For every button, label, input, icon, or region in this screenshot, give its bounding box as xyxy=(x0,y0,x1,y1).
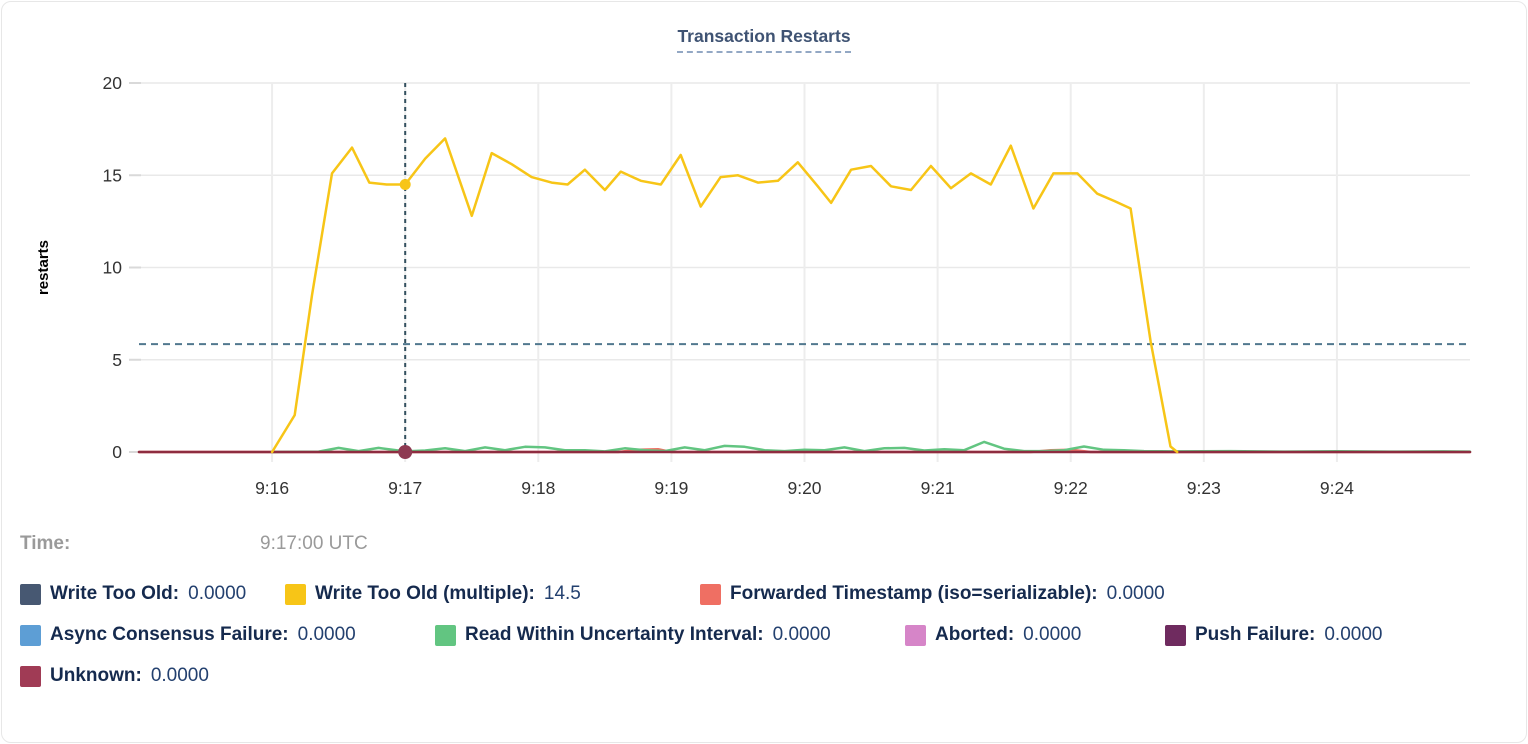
x-tick-label: 9:24 xyxy=(1320,478,1354,498)
y-axis-title: restarts xyxy=(35,240,52,295)
y-tick-label: 10 xyxy=(103,258,123,278)
legend-swatch-icon xyxy=(905,624,926,646)
y-tick-label: 20 xyxy=(103,73,123,93)
legend-value: 0.0000 xyxy=(150,665,209,686)
hover-point-marker xyxy=(399,178,411,190)
legend-label: Async Consensus Failure: xyxy=(50,624,289,645)
legend-value: 0.0000 xyxy=(772,624,831,645)
x-tick-label: 9:17 xyxy=(388,478,422,498)
legend-swatch-icon xyxy=(700,583,721,605)
legend-value: 0.0000 xyxy=(1023,624,1082,645)
chart-title-wrap: Transaction Restarts xyxy=(0,26,1528,53)
legend-item: Forwarded Timestamp (iso=serializable): 0… xyxy=(700,583,1165,605)
legend-value: 0.0000 xyxy=(188,583,247,604)
legend-label: Aborted: xyxy=(935,624,1015,645)
legend-row: Unknown: 0.0000 xyxy=(20,665,1514,687)
series-line xyxy=(270,137,1179,454)
x-tick-label: 9:20 xyxy=(787,478,821,498)
legend-item: Unknown: 0.0000 xyxy=(20,665,209,687)
x-tick-label: 9:18 xyxy=(521,478,555,498)
legend-label: Forwarded Timestamp (iso=serializable): xyxy=(730,583,1098,604)
legend-swatch-icon xyxy=(20,624,41,646)
legend-label: Write Too Old (multiple): xyxy=(315,583,535,604)
hover-readout: Time: 9:17:00 UTC Write Too Old: 0.0000 Wr… xyxy=(20,533,1514,706)
x-tick-label: 9:21 xyxy=(921,478,955,498)
legend-swatch-icon xyxy=(20,665,41,687)
legend-swatch-icon xyxy=(1165,624,1186,646)
y-tick-label: 5 xyxy=(112,350,122,370)
x-tick-label: 9:19 xyxy=(654,478,688,498)
y-tick-label: 15 xyxy=(103,165,122,185)
legend-row: Write Too Old: 0.0000 Write Too Old (multi… xyxy=(20,583,1514,605)
legend-swatch-icon xyxy=(285,583,306,605)
legend-label: Unknown: xyxy=(50,665,142,686)
legend-swatch-icon xyxy=(20,583,41,605)
time-value: 9:17:00 UTC xyxy=(260,533,368,554)
legend-value: 0.0000 xyxy=(1106,583,1165,604)
hover-point-marker xyxy=(398,445,413,459)
x-tick-label: 9:22 xyxy=(1054,478,1088,498)
transaction-restarts-chart[interactable]: 0 5 10 15 20 9:16 9:17 9:18 9:19 9:20 9:21 9:22 9:23… xyxy=(0,0,1528,520)
legend-item: Write Too Old: 0.0000 xyxy=(20,583,285,605)
legend-label: Write Too Old: xyxy=(50,583,180,604)
x-tick-label: 9:16 xyxy=(255,478,289,498)
legend-label: Push Failure: xyxy=(1195,624,1316,645)
legend-item: Async Consensus Failure: 0.0000 xyxy=(20,624,435,646)
legend-item: Aborted: 0.0000 xyxy=(905,624,1165,646)
legend-label: Read Within Uncertainty Interval: xyxy=(465,624,764,645)
legend-value: 14.5 xyxy=(543,583,581,604)
legend-value: 0.0000 xyxy=(1324,624,1383,645)
series-line xyxy=(270,440,1472,454)
legend-item: Read Within Uncertainty Interval: 0.0000 xyxy=(435,624,905,646)
chart-legend: Write Too Old: 0.0000 Write Too Old (multi… xyxy=(20,583,1514,687)
chart-title[interactable]: Transaction Restarts xyxy=(677,26,851,53)
legend-row: Async Consensus Failure: 0.0000 Read Withi… xyxy=(20,624,1514,646)
legend-swatch-icon xyxy=(435,624,456,646)
x-tick-label: 9:23 xyxy=(1187,478,1221,498)
legend-item: Write Too Old (multiple): 14.5 xyxy=(285,583,700,605)
time-row: Time: 9:17:00 UTC xyxy=(20,533,1514,561)
legend-item: Push Failure: 0.0000 xyxy=(1165,624,1382,646)
legend-value: 0.0000 xyxy=(297,624,356,645)
y-tick-label: 0 xyxy=(112,442,122,462)
time-label: Time: xyxy=(20,533,71,554)
